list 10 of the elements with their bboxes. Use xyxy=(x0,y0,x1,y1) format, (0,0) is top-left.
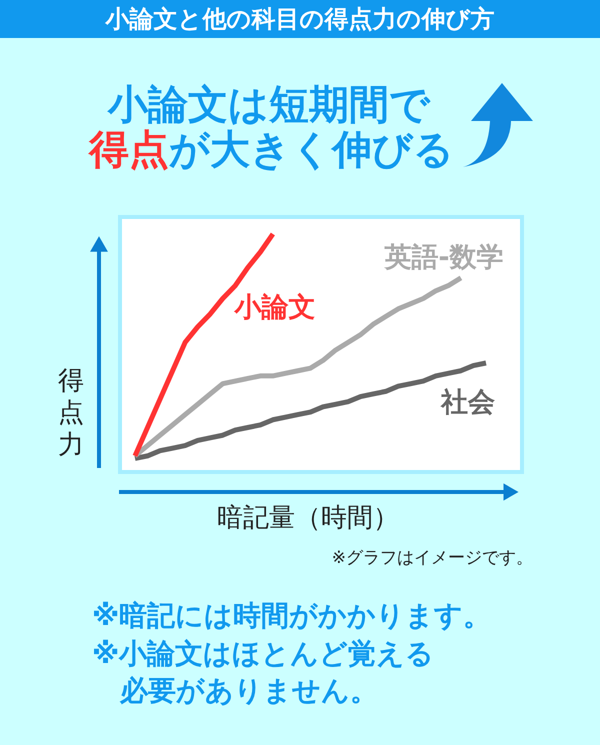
text: ※小論文はほとんど覚える必要がありません。 xyxy=(92,637,434,707)
series-label: 英語-数学 xyxy=(383,242,504,273)
x-axis-title: 暗記量（時間） xyxy=(217,503,399,533)
text: ※グラフはイメージです。 xyxy=(332,548,533,568)
series-label: 小論文 xyxy=(233,292,316,323)
chart-subtitle: 小論文は短期間で得点が大きく伸びる xyxy=(87,82,454,173)
text: ※暗記には時間がかかります。 xyxy=(92,599,492,632)
series-label: 社会 xyxy=(440,387,495,418)
y-axis-title: 得点力 xyxy=(58,366,84,460)
chart-title: 小論文と他の科目の得点力の伸び方 xyxy=(104,5,494,33)
